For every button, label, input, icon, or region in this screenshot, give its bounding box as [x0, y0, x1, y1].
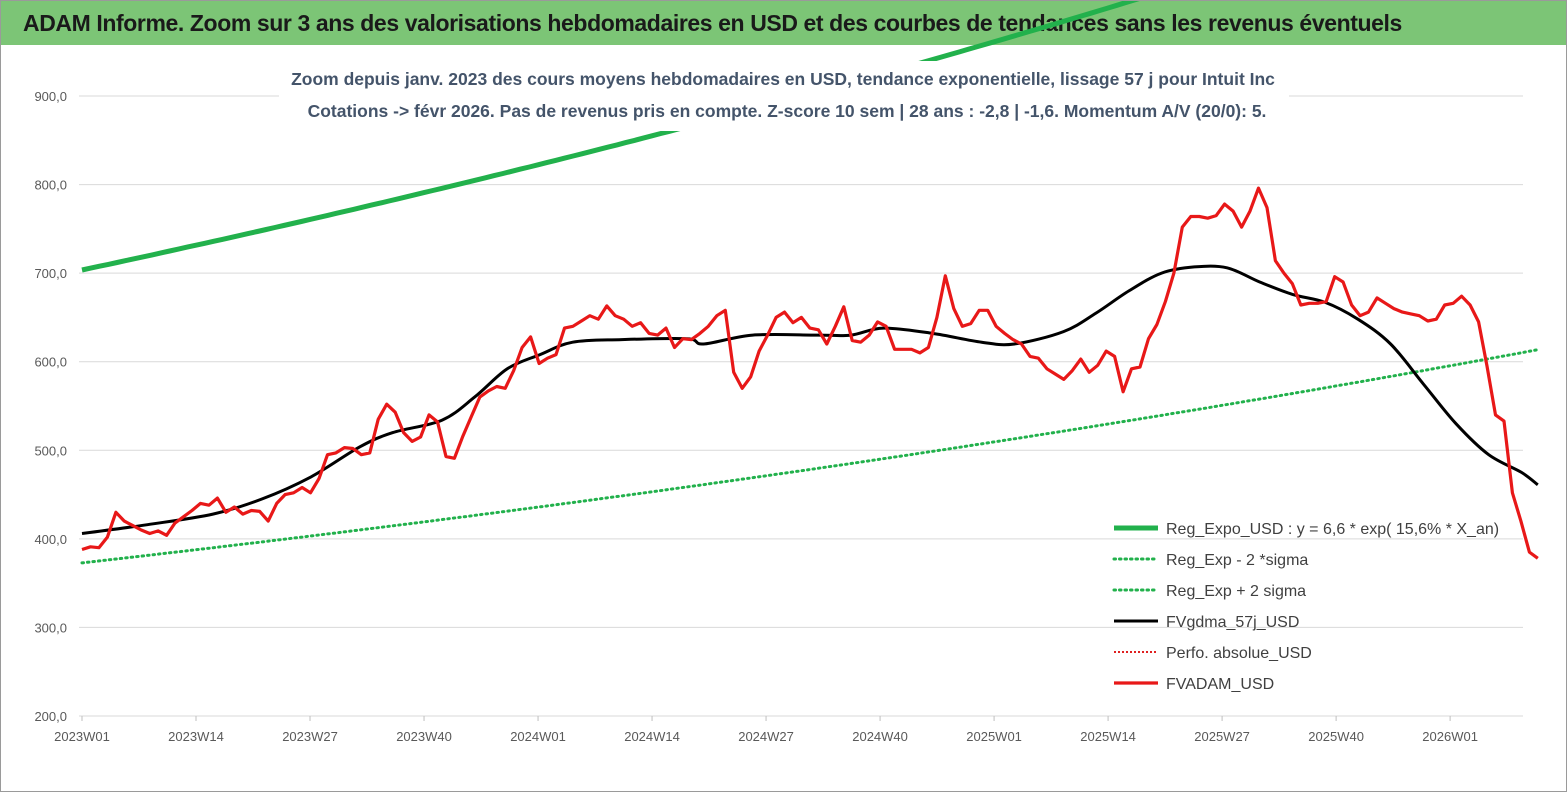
legend-label-perf: Perfo. absolue_USD [1166, 645, 1312, 662]
x-tick-label: 2023W01 [54, 729, 110, 744]
y-tick-label: 800,0 [34, 178, 67, 193]
y-tick-label: 500,0 [34, 443, 67, 458]
x-tick-label: 2023W40 [396, 729, 452, 744]
chart-subtitle: Zoom depuis janv. 2023 des cours moyens … [279, 61, 1289, 131]
series-lower-band [80, 348, 1540, 565]
x-tick-label: 2025W14 [1080, 729, 1136, 744]
y-tick-label: 900,0 [34, 89, 67, 104]
subtitle-line-1: Zoom depuis janv. 2023 des cours moyens … [291, 69, 1275, 89]
y-tick-label: 400,0 [34, 532, 67, 547]
legend-label-lower: Reg_Exp - 2 *sigma [1166, 552, 1308, 569]
x-tick-label: 2026W01 [1422, 729, 1478, 744]
grid-lines [79, 95, 1523, 721]
y-tick-label: 600,0 [34, 355, 67, 370]
x-axis-tick-labels: 2023W01 2023W14 2023W27 2023W40 2024W01 2024W… [54, 729, 1478, 744]
x-tick-label: 2024W01 [510, 729, 566, 744]
series-reg-expo [81, 1, 1140, 273]
y-tick-label: 700,0 [34, 266, 67, 281]
legend: Reg_Expo_USD : y = 6,6 * exp( 15,6% * X_… [1112, 521, 1499, 693]
x-tick-label: 2024W27 [738, 729, 794, 744]
x-tick-label: 2024W14 [624, 729, 680, 744]
x-tick-label: 2023W14 [168, 729, 224, 744]
legend-label-reg: Reg_Expo_USD : y = 6,6 * exp( 15,6% * X_… [1166, 521, 1499, 538]
x-tick-label: 2025W40 [1308, 729, 1364, 744]
y-tick-label: 200,0 [34, 709, 67, 724]
series-moving-average [81, 264, 1539, 535]
subtitle-background [279, 61, 1289, 131]
series-price [81, 186, 1539, 560]
page-title: ADAM Informe. Zoom sur 3 ans des valoris… [23, 10, 1402, 36]
legend-label-mm: FVgdma_57j_USD [1166, 614, 1299, 631]
y-tick-label: 300,0 [34, 620, 67, 635]
y-axis-tick-labels: 200,0 300,0 400,0 500,0 600,0 700,0 800,0 900,0 [34, 89, 67, 724]
x-tick-label: 2025W27 [1194, 729, 1250, 744]
subtitle-line-2: Cotations -> févr 2026. Pas de revenus p… [308, 101, 1267, 121]
legend-label-upper: Reg_Exp + 2 sigma [1166, 583, 1306, 600]
legend-label-price: FVADAM_USD [1166, 676, 1274, 693]
x-tick-label: 2023W27 [282, 729, 338, 744]
x-tick-label: 2025W01 [966, 729, 1022, 744]
header-bar: ADAM Informe. Zoom sur 3 ans des valoris… [1, 1, 1566, 45]
x-tick-label: 2024W40 [852, 729, 908, 744]
